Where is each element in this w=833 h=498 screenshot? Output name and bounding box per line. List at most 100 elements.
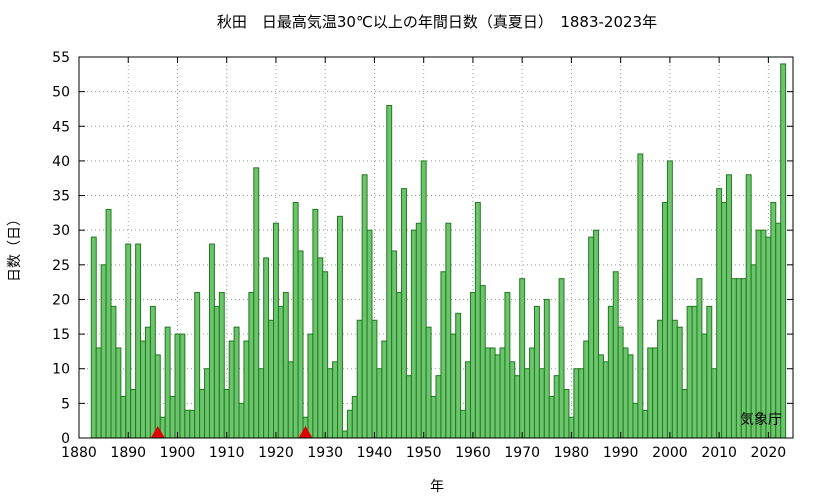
bar-1885 [100, 264, 107, 439]
bar-1949 [415, 222, 422, 439]
bar-1946 [401, 188, 407, 439]
bar-2007 [701, 333, 708, 439]
bar-1908 [213, 305, 220, 439]
missing-data-marker-1896 [150, 426, 165, 438]
y-tick-label: 30 [52, 223, 70, 239]
bar-1978 [558, 278, 565, 439]
bar-1950 [420, 160, 427, 439]
missing-data-marker-1926 [298, 426, 313, 438]
bar-1979 [563, 389, 570, 439]
bar-1906 [204, 368, 210, 439]
bar-1961 [474, 201, 481, 439]
bar-1958 [460, 409, 467, 439]
bar-1970 [519, 278, 526, 439]
x-tick-label: 2020 [751, 445, 787, 461]
bar-1912 [233, 326, 240, 439]
bar-2012 [726, 174, 732, 439]
y-tick-label: 20 [52, 292, 70, 308]
x-tick-label: 1890 [110, 445, 146, 461]
markers [150, 426, 313, 438]
bar-1934 [341, 430, 348, 439]
y-tick-label: 0 [61, 431, 70, 447]
bar-1956 [450, 333, 457, 439]
bar-1972 [529, 347, 535, 439]
bar-1916 [253, 167, 260, 439]
bar-1998 [657, 319, 664, 439]
bar-1895 [149, 305, 156, 439]
bar-1883 [90, 236, 97, 439]
bar-1892 [135, 243, 142, 439]
x-tick-label: 1990 [603, 445, 639, 461]
bar-1935 [346, 409, 353, 439]
bar-1959 [465, 361, 471, 439]
bar-1902 [184, 409, 191, 439]
bar-2004 [686, 305, 693, 439]
bar-1922 [282, 292, 289, 439]
bar-1940 [371, 319, 378, 439]
bar-1993 [632, 402, 639, 439]
x-tick-label: 1950 [406, 445, 442, 461]
bar-1890 [125, 243, 132, 439]
bar-1901 [179, 333, 186, 439]
x-tick-label: 1960 [455, 445, 491, 461]
bar-1952 [430, 395, 437, 439]
bar-1987 [602, 361, 609, 439]
y-tick-label: 35 [52, 189, 70, 205]
bar-2010 [716, 188, 723, 439]
bar-2018 [755, 229, 762, 439]
bar-1976 [548, 395, 555, 439]
bar-1995 [642, 409, 649, 439]
bar-1990 [617, 326, 624, 439]
bar-1981 [573, 368, 580, 439]
bar-1943 [386, 104, 393, 439]
y-axis-ticks: 0 5 10 15 20 25 30 35 40 45 50 55 [52, 50, 793, 447]
bar-1891 [130, 389, 137, 439]
y-tick-label: 45 [52, 119, 70, 135]
bar-2008 [706, 305, 713, 439]
credit-label: 気象庁 [740, 412, 782, 428]
bar-1911 [228, 340, 235, 439]
bar-1957 [455, 312, 462, 439]
bar-1982 [578, 368, 585, 439]
bar-2016 [745, 174, 752, 439]
bar-2022 [775, 222, 782, 439]
bar-2020 [765, 236, 772, 439]
bar-1905 [199, 389, 206, 439]
bar-1951 [425, 326, 432, 439]
bar-2013 [730, 278, 737, 439]
bar-1945 [396, 292, 403, 439]
bar-1907 [208, 243, 215, 439]
bar-2009 [711, 368, 718, 439]
bar-1925 [297, 250, 304, 439]
bar-1929 [317, 257, 324, 439]
bar-1914 [243, 340, 250, 439]
bar-2002 [676, 326, 683, 439]
bar-1937 [356, 319, 363, 439]
bar-1962 [479, 285, 486, 439]
bar-1886 [105, 208, 112, 439]
y-tick-label: 55 [52, 50, 70, 66]
bar-1965 [494, 354, 501, 439]
bar-1967 [504, 292, 511, 439]
bar-1966 [499, 347, 506, 439]
x-tick-label: 1970 [504, 445, 540, 461]
bar-1969 [514, 375, 521, 439]
bar-1887 [110, 305, 117, 439]
bar-1971 [524, 368, 531, 439]
bar-1941 [376, 368, 383, 439]
x-tick-label: 1940 [357, 445, 393, 461]
bar-1918 [263, 257, 270, 439]
bar-1996 [647, 347, 654, 439]
bar-1920 [273, 222, 279, 439]
y-tick-label: 5 [61, 396, 70, 412]
bar-1915 [248, 292, 255, 439]
bar-1898 [164, 326, 171, 439]
bar-1999 [662, 201, 668, 439]
x-tick-label: 1920 [258, 445, 294, 461]
bar-2023 [780, 63, 787, 439]
bar-1947 [405, 375, 412, 439]
bar-1984 [588, 236, 595, 439]
bar-2019 [760, 229, 767, 439]
y-tick-label: 10 [52, 362, 70, 378]
